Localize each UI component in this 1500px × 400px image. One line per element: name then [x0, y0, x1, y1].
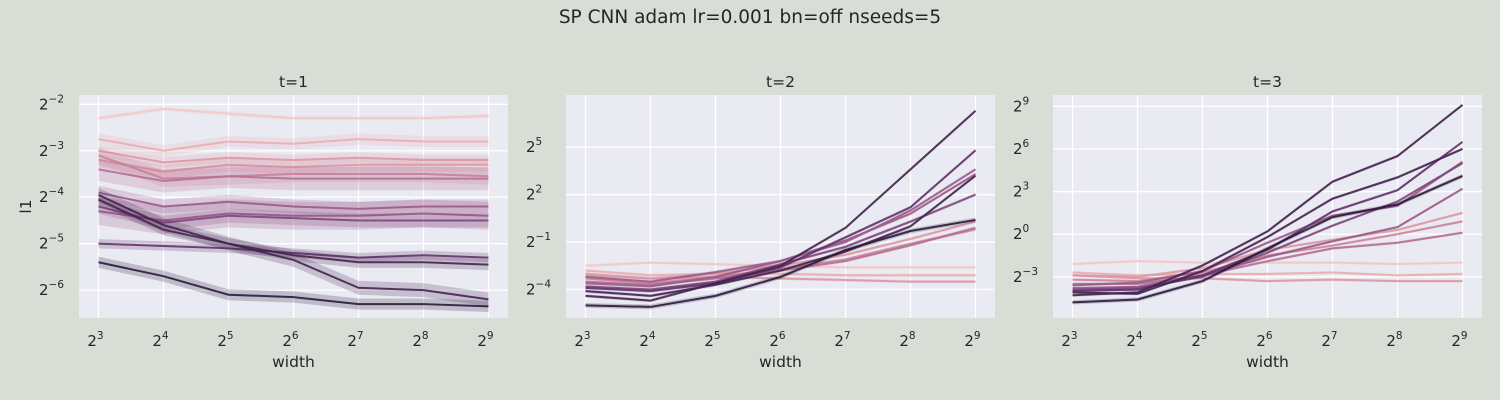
- y-tick-exponent: −4: [536, 279, 552, 291]
- x-tick-exponent: 9: [1461, 330, 1468, 342]
- y-tick-exponent: 0: [1023, 223, 1030, 235]
- x-tick-exponent: 5: [227, 330, 234, 342]
- y-tick-exponent: −4: [49, 186, 65, 198]
- series-line-9: [1072, 162, 1464, 291]
- series-line-5: [585, 228, 976, 285]
- series-line-7: [98, 210, 489, 222]
- series-line-12: [1072, 104, 1464, 297]
- x-tick-exponent: 3: [1071, 330, 1078, 342]
- y-tick-exponent: −3: [1023, 266, 1038, 278]
- series-line-13: [1072, 175, 1463, 304]
- series-line-8: [98, 191, 489, 210]
- y-tick-exponent: −1: [536, 231, 551, 243]
- series-band-1: [98, 106, 489, 121]
- series-line-2: [98, 138, 489, 152]
- series-line-9: [585, 193, 976, 291]
- x-tick-exponent: 8: [422, 330, 429, 342]
- y-tick-exponent: −3: [49, 140, 64, 152]
- x-axis-label: width: [759, 353, 802, 371]
- x-tick-exponent: 6: [292, 330, 299, 342]
- series-line-5: [98, 154, 489, 180]
- series-band-4: [98, 153, 489, 179]
- y-tick-exponent: −2: [49, 93, 64, 105]
- series-line-13: [585, 218, 976, 308]
- series-line-7: [1072, 187, 1464, 290]
- series-band-6: [98, 157, 489, 193]
- figure-suptitle: SP CNN adam lr=0.001 bn=off nseeds=5: [559, 7, 941, 28]
- series-line-4: [98, 159, 489, 173]
- y-tick-exponent: −5: [49, 233, 64, 245]
- series-group: [98, 106, 489, 312]
- series-line-3: [1072, 274, 1463, 283]
- series-line-11: [1072, 148, 1463, 295]
- series-line-12: [585, 110, 977, 302]
- y-axis-label: l1: [17, 199, 35, 213]
- series-line-6: [98, 168, 489, 182]
- y-tick-exponent: 9: [1023, 95, 1030, 107]
- y-tick-exponent: −6: [49, 279, 65, 291]
- series-line-10: [585, 149, 977, 293]
- x-tick-exponent: 4: [1136, 330, 1143, 342]
- x-tick-exponent: 5: [714, 330, 721, 342]
- x-tick-exponent: 4: [162, 330, 169, 342]
- x-tick-exponent: 7: [357, 330, 364, 342]
- series-line-2: [585, 269, 976, 277]
- x-tick-exponent: 5: [1201, 330, 1208, 342]
- y-tick-exponent: 6: [1023, 138, 1030, 150]
- x-tick-exponent: 7: [1331, 330, 1338, 342]
- series-line-3: [98, 149, 489, 164]
- series-line-6: [1072, 231, 1463, 285]
- series-line-13: [98, 261, 489, 308]
- series-line-9: [98, 205, 489, 224]
- series-line-8: [585, 173, 977, 288]
- series-band-3: [98, 145, 489, 168]
- series-line-1: [1072, 260, 1463, 266]
- x-axis-label: width: [272, 353, 315, 371]
- x-tick-exponent: 6: [779, 330, 786, 342]
- series-group: [1072, 103, 1464, 305]
- x-tick-exponent: 4: [649, 330, 656, 342]
- panel-title: t=2: [766, 73, 795, 91]
- y-tick-exponent: 3: [1023, 181, 1030, 193]
- series-group: [585, 109, 977, 310]
- x-tick-exponent: 6: [1266, 330, 1273, 342]
- series-line-12: [98, 193, 489, 301]
- x-tick-exponent: 7: [844, 330, 851, 342]
- series-band-9: [98, 199, 489, 230]
- series-band-2: [98, 133, 489, 157]
- y-tick-exponent: 2: [536, 184, 543, 196]
- x-tick-exponent: 9: [974, 330, 981, 342]
- series-line-11: [98, 198, 489, 266]
- series-band-13: [98, 256, 489, 312]
- x-tick-exponent: 3: [584, 330, 591, 342]
- x-tick-exponent: 8: [1396, 330, 1403, 342]
- x-tick-exponent: 9: [487, 330, 494, 342]
- x-axis-label: width: [1246, 353, 1289, 371]
- panel-title: t=1: [279, 73, 308, 91]
- series-line-10: [1072, 141, 1464, 293]
- series-line-11: [585, 174, 977, 297]
- series-line-5: [1072, 220, 1463, 283]
- series-line-2: [1072, 271, 1463, 277]
- x-tick-exponent: 8: [909, 330, 916, 342]
- series-line-8: [1072, 160, 1464, 287]
- y-tick-exponent: 5: [536, 136, 543, 148]
- x-tick-exponent: 3: [97, 330, 104, 342]
- series-line-10: [98, 242, 489, 259]
- panel-title: t=3: [1253, 73, 1282, 91]
- series-line-1: [98, 107, 489, 120]
